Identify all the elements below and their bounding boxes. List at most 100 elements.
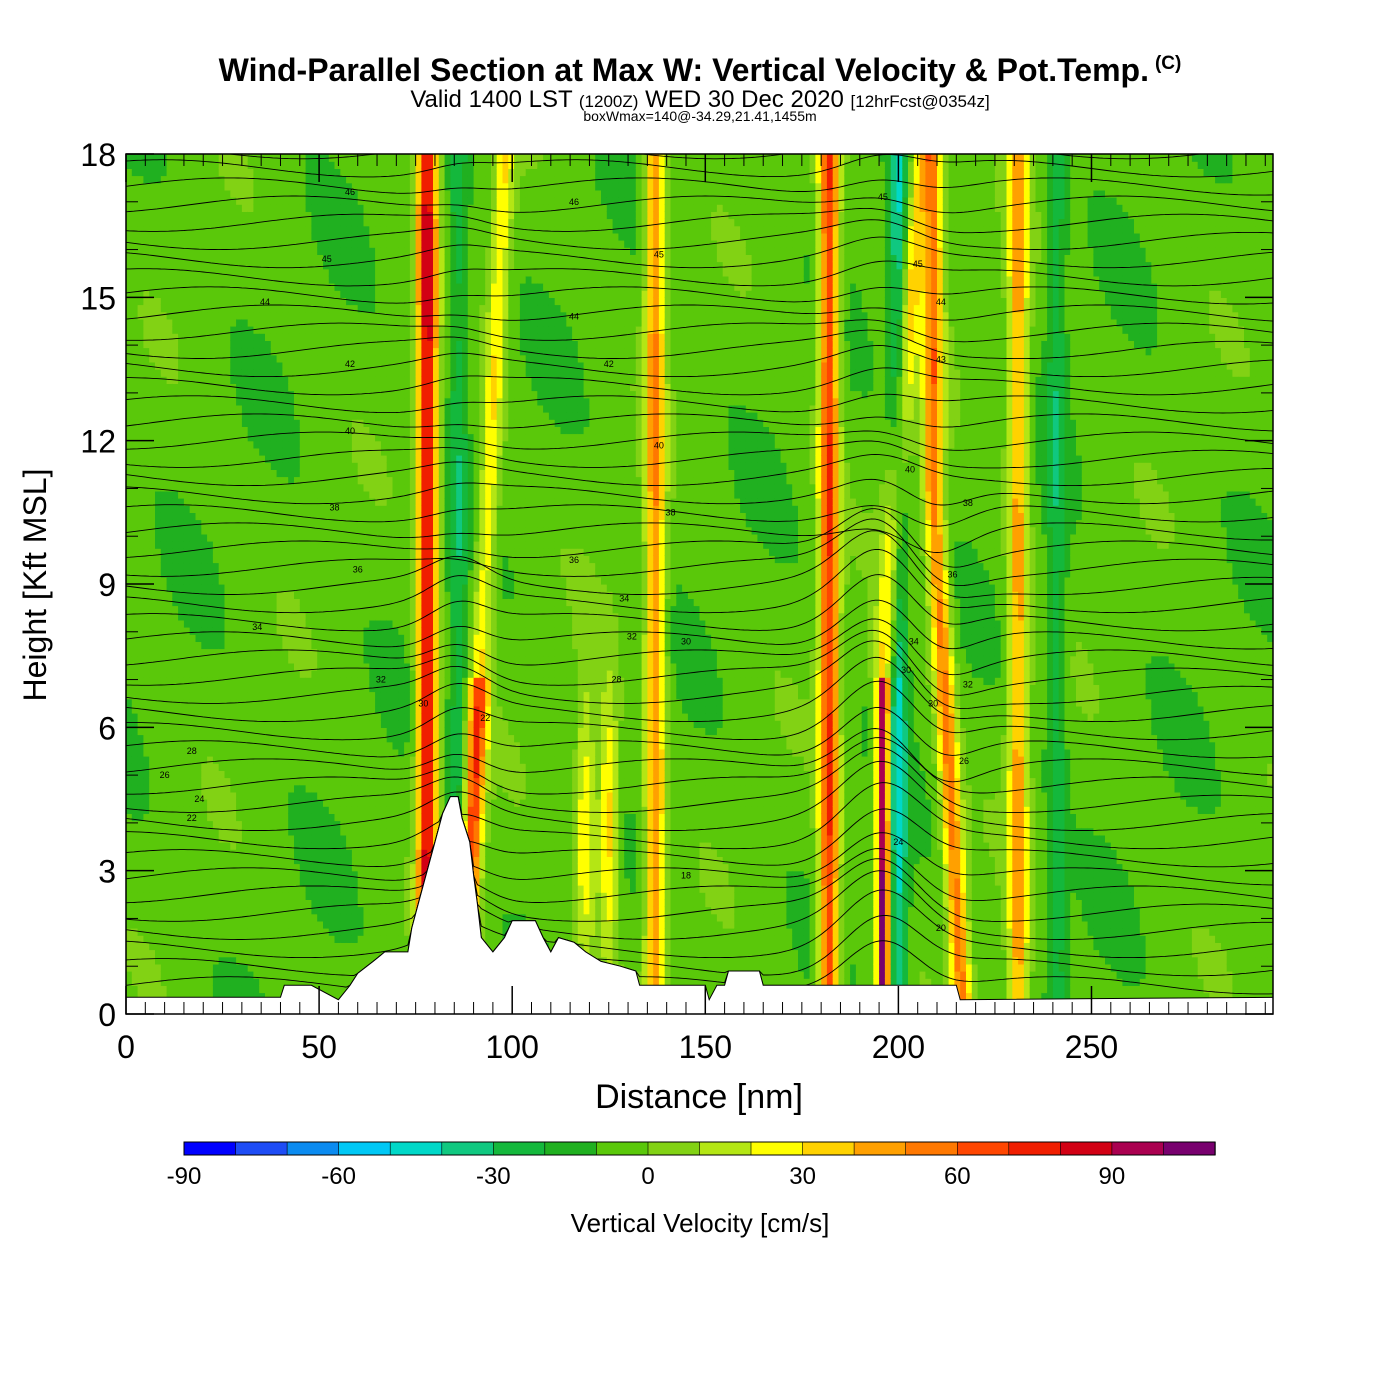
field-cell — [160, 340, 168, 349]
field-cell — [294, 849, 301, 857]
field-cell — [178, 834, 185, 843]
field-cell — [137, 691, 144, 700]
field-cell — [172, 419, 179, 427]
field-cell — [160, 877, 168, 886]
field-cell — [282, 713, 289, 721]
field-cell — [346, 870, 353, 879]
field-cell — [346, 899, 353, 908]
field-cell — [241, 619, 249, 628]
field-cell — [288, 949, 295, 958]
field-cell — [259, 799, 266, 807]
field-cell — [288, 748, 295, 757]
field-cell — [351, 361, 359, 370]
field-cell — [276, 168, 283, 177]
field-cell — [189, 541, 197, 549]
field-cell — [265, 333, 272, 341]
field-cell — [143, 168, 150, 177]
field-cell — [317, 232, 324, 241]
field-cell — [201, 275, 208, 284]
field-cell — [351, 433, 359, 442]
field-cell — [166, 498, 173, 506]
field-cell — [253, 684, 260, 693]
field-cell — [126, 455, 133, 463]
field-cell — [270, 419, 278, 427]
field-cell — [218, 734, 226, 743]
field-cell — [189, 584, 197, 592]
field-cell — [346, 777, 353, 786]
field-cell — [218, 347, 226, 356]
field-cell — [183, 569, 191, 578]
field-cell — [218, 741, 226, 750]
field-cell — [311, 404, 318, 413]
field-cell — [201, 218, 208, 227]
field-cell — [172, 433, 179, 442]
field-cell — [178, 763, 185, 771]
field-cell — [346, 397, 353, 406]
field-cell — [195, 705, 202, 714]
field-cell — [230, 655, 237, 664]
field-cell — [236, 455, 243, 463]
field-cell — [160, 648, 168, 657]
field-cell — [323, 218, 330, 227]
field-cell — [294, 275, 301, 284]
field-cell — [212, 168, 220, 177]
field-cell — [253, 727, 260, 736]
field-cell — [172, 232, 179, 241]
field-cell — [230, 770, 237, 779]
field-cell — [363, 569, 370, 578]
field-cell — [131, 469, 139, 478]
field-cell — [328, 619, 336, 628]
field-cell — [259, 498, 266, 506]
field-cell — [346, 419, 353, 427]
field-cell — [294, 354, 301, 363]
field-cell — [299, 161, 307, 169]
field-cell — [265, 455, 272, 463]
field-cell — [183, 204, 191, 212]
field-cell — [311, 648, 318, 657]
field-cell — [294, 440, 301, 449]
field-cell — [183, 799, 191, 807]
field-cell — [201, 204, 208, 212]
field-cell — [282, 863, 289, 872]
field-cell — [282, 354, 289, 363]
field-cell — [189, 885, 197, 893]
field-cell — [166, 641, 173, 650]
field-cell — [160, 483, 168, 492]
field-cell — [160, 197, 168, 205]
field-cell — [131, 505, 139, 513]
field-cell — [334, 369, 341, 377]
field-cell — [212, 225, 220, 234]
field-cell — [276, 777, 283, 786]
field-cell — [189, 619, 197, 628]
field-cell — [253, 763, 260, 771]
field-cell — [351, 225, 359, 234]
field-cell — [259, 806, 266, 814]
field-cell — [218, 713, 226, 721]
field-cell — [323, 584, 330, 592]
field-cell — [294, 526, 301, 535]
field-cell — [212, 469, 220, 478]
field-cell — [137, 913, 144, 922]
field-cell — [195, 261, 202, 270]
field-cell — [317, 340, 324, 349]
field-cell — [131, 455, 139, 463]
field-cell — [253, 870, 260, 879]
field-cell — [195, 913, 202, 922]
field-cell — [207, 856, 214, 865]
field-cell — [131, 935, 139, 943]
field-cell — [131, 892, 139, 900]
field-cell — [207, 756, 214, 764]
field-cell — [340, 935, 347, 943]
field-cell — [218, 161, 226, 169]
field-cell — [340, 304, 347, 313]
field-cell — [247, 311, 255, 320]
field-cell — [230, 806, 237, 814]
field-cell — [282, 168, 289, 177]
field-cell — [143, 261, 150, 270]
field-cell — [131, 992, 139, 1001]
field-cell — [143, 404, 150, 413]
field-cell — [155, 512, 162, 521]
field-cell — [346, 705, 353, 714]
field-cell — [328, 562, 336, 571]
field-cell — [172, 648, 179, 657]
